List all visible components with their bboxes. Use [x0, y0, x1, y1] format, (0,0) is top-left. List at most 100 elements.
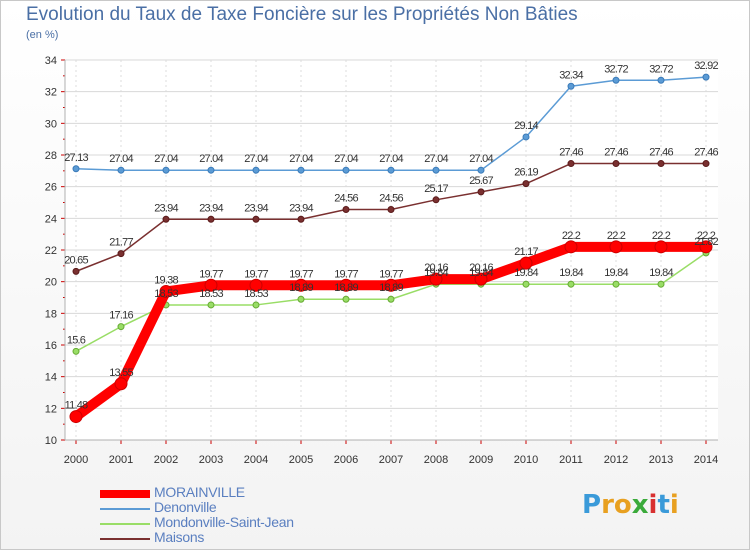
- x-tick-label: 2000: [64, 454, 88, 466]
- logo-letter: o: [613, 490, 632, 520]
- data-label: 24.56: [334, 192, 358, 204]
- data-point: [384, 278, 398, 292]
- unit-label: (en %): [26, 29, 59, 41]
- data-label: 20.65: [64, 254, 88, 266]
- data-point: [522, 280, 530, 288]
- data-point: [249, 278, 263, 292]
- logo-letter: i: [669, 490, 679, 520]
- data-label: 18.53: [154, 288, 178, 300]
- data-label: 21.82: [694, 236, 718, 248]
- data-point: [339, 278, 353, 292]
- logo-letter: x: [631, 490, 649, 520]
- data-label: 27.04: [109, 153, 133, 165]
- data-point: [567, 280, 575, 288]
- data-label: 19.84: [514, 267, 538, 279]
- data-label: 27.04: [244, 153, 268, 165]
- data-point: [432, 196, 440, 204]
- data-label: 27.04: [424, 153, 448, 165]
- y-tick-label: 34: [45, 55, 57, 67]
- x-tick-label: 2012: [604, 454, 628, 466]
- data-point: [252, 301, 260, 309]
- legend-swatch: [100, 523, 150, 525]
- data-point: [477, 188, 485, 196]
- y-tick-label: 12: [45, 403, 57, 415]
- data-point: [699, 240, 713, 254]
- data-label: 27.04: [379, 153, 403, 165]
- data-point: [72, 267, 80, 275]
- data-label: 32.72: [649, 63, 673, 75]
- x-tick-label: 2005: [289, 454, 313, 466]
- x-tick-label: 2013: [649, 454, 673, 466]
- data-label: 19.77: [244, 268, 268, 280]
- data-point: [72, 165, 80, 173]
- data-label: 27.04: [469, 153, 493, 165]
- data-point: [387, 166, 395, 174]
- data-point: [657, 160, 665, 168]
- data-label: 19.84: [604, 267, 628, 279]
- data-label: 27.13: [64, 152, 88, 164]
- data-point: [294, 278, 308, 292]
- data-point: [519, 256, 533, 270]
- data-point: [162, 166, 170, 174]
- data-label: 25.17: [424, 183, 448, 195]
- data-point: [69, 410, 83, 424]
- data-label: 11.48: [65, 400, 88, 412]
- data-label: 19.77: [199, 268, 223, 280]
- logo-letter: i: [648, 490, 658, 520]
- legend-label: Denonville: [154, 499, 217, 515]
- data-label: 27.46: [694, 147, 718, 159]
- x-tick-label: 2014: [694, 454, 718, 466]
- data-point: [612, 280, 620, 288]
- x-tick-label: 2010: [514, 454, 538, 466]
- data-point: [609, 240, 623, 254]
- y-tick-label: 30: [45, 118, 57, 130]
- data-label: 23.94: [199, 202, 223, 214]
- data-label: 19.84: [424, 267, 448, 279]
- data-point: [612, 160, 620, 168]
- x-tick-label: 2003: [199, 454, 223, 466]
- y-tick-label: 32: [45, 87, 57, 99]
- legend-label: Mondonville-Saint-Jean: [154, 514, 294, 530]
- data-point: [297, 166, 305, 174]
- data-point: [207, 166, 215, 174]
- logo-letter: t: [657, 490, 670, 520]
- data-label: 20.16: [469, 262, 493, 274]
- data-point: [474, 272, 488, 286]
- data-point: [387, 205, 395, 213]
- data-point: [522, 133, 530, 141]
- data-label: 18.53: [199, 288, 223, 300]
- data-point: [207, 301, 215, 309]
- data-point: [657, 76, 665, 84]
- data-point: [207, 215, 215, 223]
- data-point: [567, 82, 575, 90]
- y-tick-label: 22: [45, 245, 57, 257]
- data-label: 27.04: [154, 153, 178, 165]
- legend-label: Maisons: [154, 529, 205, 545]
- legend-swatch: [100, 490, 150, 498]
- data-label: 27.46: [604, 147, 628, 159]
- data-point: [72, 347, 80, 355]
- data-label: 23.94: [244, 202, 268, 214]
- data-label: 26.19: [514, 167, 538, 179]
- data-label: 18.89: [334, 282, 358, 294]
- data-label: 18.53: [244, 288, 268, 300]
- data-label: 25.67: [469, 175, 493, 187]
- y-tick-label: 28: [45, 150, 57, 162]
- data-label: 22.2: [562, 230, 581, 242]
- y-tick-label: 16: [45, 340, 57, 352]
- data-point: [117, 250, 125, 258]
- legend-label: MORAINVILLE: [154, 484, 245, 500]
- data-point: [654, 240, 668, 254]
- x-tick-label: 2009: [469, 454, 493, 466]
- data-label: 19.84: [559, 267, 583, 279]
- data-label: 27.46: [649, 147, 673, 159]
- legend-swatch: [100, 508, 150, 510]
- data-label: 18.89: [379, 282, 403, 294]
- x-tick-label: 2002: [154, 454, 178, 466]
- x-tick-label: 2004: [244, 454, 268, 466]
- data-label: 19.77: [334, 268, 358, 280]
- y-tick-label: 10: [45, 435, 57, 447]
- y-tick-label: 24: [45, 213, 57, 225]
- y-tick-label: 14: [45, 372, 57, 384]
